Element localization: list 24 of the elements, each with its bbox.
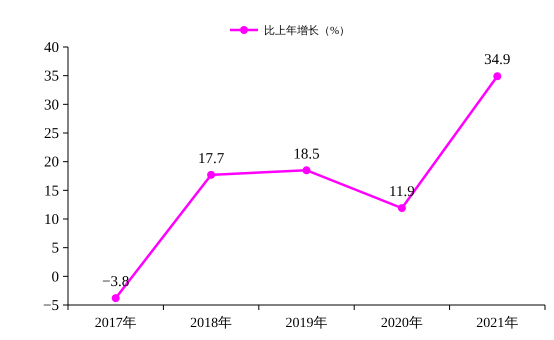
legend-label: 比上年增长（%） [264, 24, 350, 37]
data-label: 34.9 [484, 52, 510, 68]
data-label: 17.7 [198, 150, 225, 167]
y-tick-label: −5 [43, 298, 59, 314]
y-tick-label: 5 [52, 240, 59, 257]
y-tick-label: 0 [52, 269, 59, 286]
x-tick-label: 2018年 [190, 315, 232, 331]
y-tick-label: 35 [44, 68, 59, 85]
point [207, 170, 216, 179]
x-tick-label: 2017年 [94, 315, 137, 331]
point [112, 294, 120, 302]
x-tick-label: 2020年 [380, 315, 423, 331]
y-tick-label: 40 [44, 40, 59, 56]
y-tick-label: 10 [44, 212, 59, 228]
y-tick-label: 20 [44, 154, 59, 171]
y-tick-label: 15 [44, 183, 59, 200]
point [302, 166, 310, 174]
data-label: 18.5 [293, 146, 320, 162]
y-tick-label: 30 [44, 97, 59, 114]
y-tick-label: 25 [44, 126, 59, 142]
point [398, 204, 406, 212]
point [493, 72, 502, 80]
x-tick-label: 2019年 [286, 315, 328, 331]
x-tick-label: 2021年 [476, 315, 518, 331]
